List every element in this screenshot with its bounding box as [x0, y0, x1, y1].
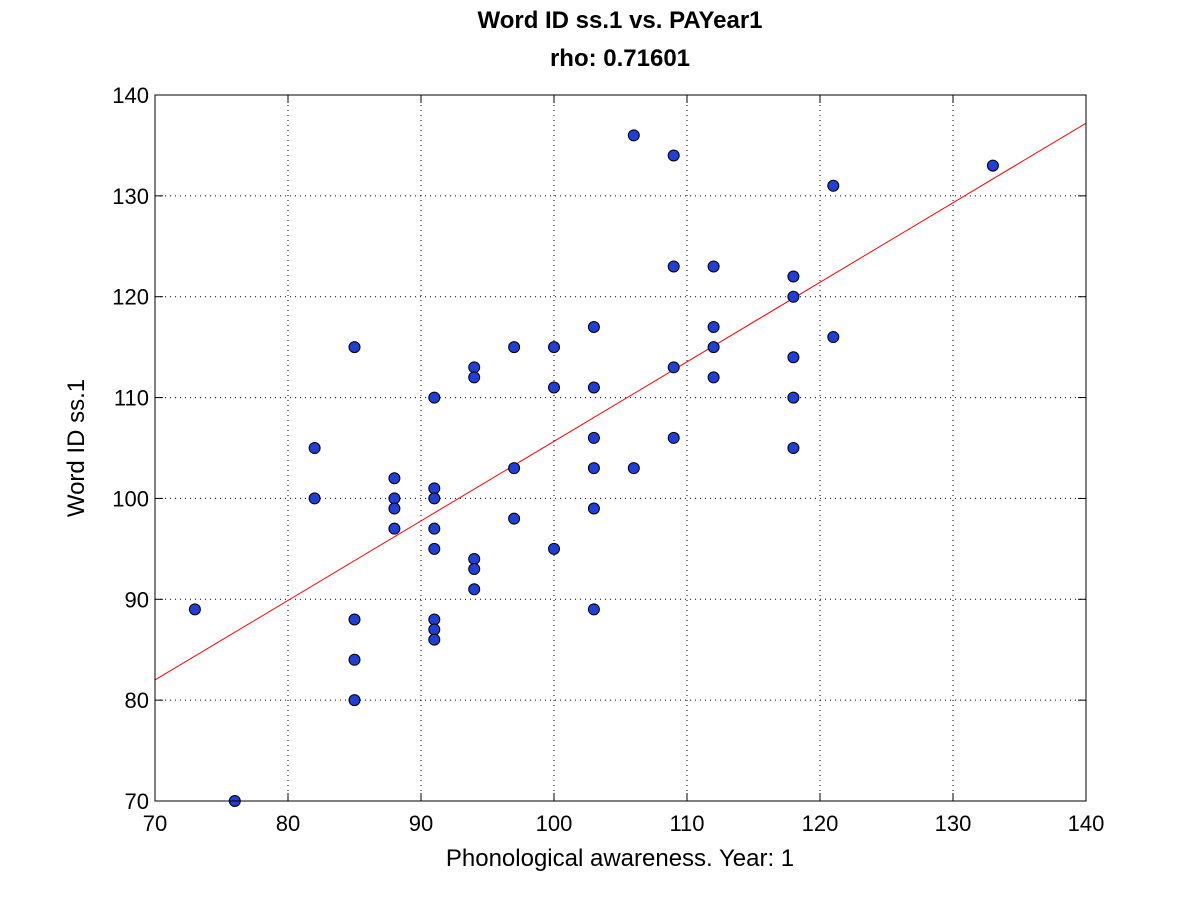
scatter-point [548, 341, 560, 354]
axis-ticks: 70 80 90 100 110 120 130 140 70 80 90 100 110 120 130 1… [112, 83, 1104, 836]
x-tick-label: 90 [409, 811, 433, 836]
scatter-point [587, 502, 600, 515]
chart-title: Word ID ss.1 vs. PAYear1 [477, 7, 762, 34]
scatter-point [428, 613, 441, 626]
scatter-point [587, 603, 600, 616]
scatter-point [587, 431, 600, 444]
x-tick-label: 120 [802, 811, 839, 836]
regression-line [154, 122, 1087, 681]
y-tick-label: 100 [112, 486, 149, 511]
scatter-point [388, 492, 401, 505]
scatter-point [707, 341, 720, 354]
scatter-point [587, 462, 600, 475]
scatter-point [348, 341, 361, 354]
data-points [188, 129, 999, 807]
scatter-point [787, 351, 800, 364]
scatter-point [667, 361, 680, 374]
scatter-point [308, 442, 321, 454]
scatter-point [627, 462, 640, 475]
x-tick-label: 100 [536, 811, 573, 836]
scatter-point [468, 371, 481, 384]
x-tick-label: 80 [276, 811, 300, 836]
y-tick-label: 80 [125, 688, 149, 713]
y-tick-label: 90 [125, 587, 149, 612]
scatter-point [348, 653, 361, 666]
fit-line-group [154, 122, 1087, 681]
scatter-point [787, 290, 800, 303]
scatter-point [787, 391, 800, 404]
scatter-point [428, 542, 441, 555]
x-tick-label: 110 [669, 811, 704, 836]
scatter-point [468, 563, 481, 576]
y-tick-label: 110 [114, 386, 149, 411]
y-axis-label: Word ID ss.1 [63, 379, 90, 517]
scatter-point [707, 371, 720, 384]
scatter-point [388, 502, 401, 515]
scatter-point [548, 542, 560, 555]
scatter-point [428, 492, 441, 505]
scatter-point [428, 522, 441, 535]
scatter-point [787, 270, 800, 283]
scatter-point [508, 462, 521, 475]
scatter-point [308, 492, 321, 505]
scatter-point [986, 159, 999, 172]
scatter-point [508, 512, 521, 525]
scatter-point [428, 391, 441, 404]
scatter-point [508, 341, 521, 354]
x-tick-label: 70 [143, 811, 167, 836]
scatter-point [428, 482, 441, 495]
scatter-point [188, 603, 201, 616]
y-tick-label: 70 [125, 789, 149, 814]
scatter-point [667, 431, 680, 444]
scatter-point [827, 331, 840, 344]
scatter-point [468, 583, 481, 596]
plot-area [154, 94, 1087, 802]
scatter-point [667, 149, 680, 162]
x-tick-label: 140 [1068, 811, 1105, 836]
chart-subtitle: rho: 0.71601 [550, 45, 690, 72]
scatter-point [388, 522, 401, 535]
x-tick-label: 130 [935, 811, 972, 836]
scatter-point [468, 361, 481, 374]
scatter-point [428, 633, 441, 646]
scatter-point [667, 260, 680, 273]
scatter-point [548, 381, 560, 394]
y-tick-label: 130 [112, 184, 149, 209]
scatter-point [707, 320, 720, 333]
scatter-point [468, 552, 481, 565]
scatter-point [348, 613, 361, 626]
y-tick-label: 120 [112, 285, 149, 310]
scatter-point [627, 129, 640, 142]
scatter-point [587, 320, 600, 333]
scatter-point [587, 381, 600, 394]
scatter-point [388, 472, 401, 485]
scatter-point [428, 623, 441, 636]
x-axis-label: Phonological awareness. Year: 1 [446, 845, 794, 872]
scatter-point [707, 260, 720, 273]
plot-frame [154, 94, 1087, 802]
y-tick-label: 140 [112, 83, 149, 108]
scatter-point [787, 442, 800, 454]
scatter-point [348, 694, 361, 707]
scatter-point [827, 179, 840, 192]
